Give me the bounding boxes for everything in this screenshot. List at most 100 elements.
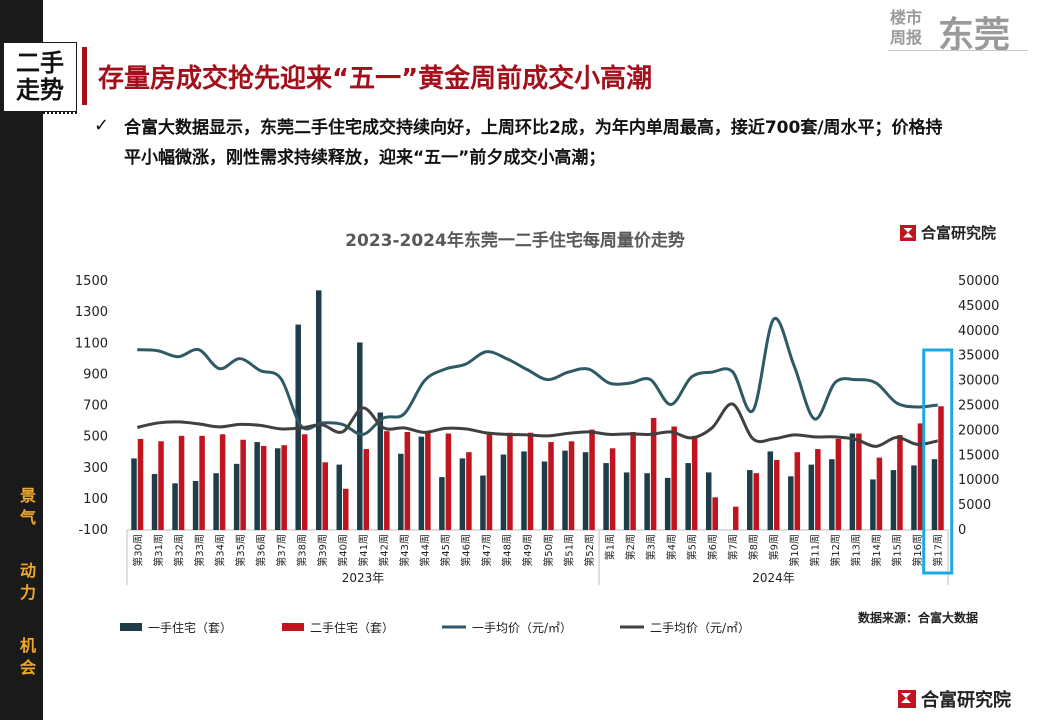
x-tick-label: 第41周 — [357, 534, 370, 567]
bar-second-home — [732, 506, 739, 530]
bar-new-home — [131, 458, 137, 530]
y-left-tick-label: 700 — [83, 399, 108, 414]
chart-logo: 合富研究院 — [900, 222, 996, 243]
x-tick-label: 第44周 — [419, 534, 432, 567]
y-right-tick-label: 25000 — [958, 399, 999, 414]
bar-second-home — [917, 423, 924, 530]
y-left-tick-label: 1500 — [75, 274, 108, 289]
side-word-jihui: 机会 — [17, 637, 36, 681]
bar-new-home — [582, 452, 589, 530]
y-left-tick-label: 500 — [83, 430, 108, 445]
bar-second-home — [260, 445, 267, 530]
bar-second-home — [835, 438, 842, 530]
x-tick-label: 第34周 — [213, 534, 226, 567]
x-tick-label: 第9周 — [768, 534, 781, 560]
bar-second-home — [425, 432, 431, 530]
left-sidebar — [0, 0, 43, 720]
x-tick-label: 第43周 — [398, 534, 411, 567]
x-tick-label: 第3周 — [644, 534, 657, 560]
bar-new-home — [459, 458, 466, 530]
badge-divider — [3, 112, 77, 116]
x-tick-label: 第12周 — [829, 534, 842, 567]
bar-second-home — [691, 435, 698, 530]
x-tick-label: 第14周 — [870, 534, 883, 567]
bar-second-home — [363, 449, 370, 530]
x-tick-label: 第38周 — [295, 534, 308, 567]
legend-label: 一手均价（元/㎡） — [472, 621, 572, 635]
hefu-footer-logo-icon — [898, 690, 916, 708]
bar-new-home — [705, 472, 712, 530]
x-tick-label: 第1周 — [603, 534, 616, 560]
x-tick-label: 第52周 — [583, 534, 596, 567]
x-tick-label: 第4周 — [665, 534, 678, 560]
bar-new-home — [398, 453, 404, 530]
x-tick-label: 第51周 — [562, 534, 575, 567]
y-left-tick-label: 1300 — [75, 305, 108, 320]
chart-title: 2023-2024年东莞一二手住宅每周量价走势 — [345, 231, 685, 251]
x-tick-label: 第32周 — [172, 534, 185, 567]
bar-new-home — [500, 454, 507, 530]
bar-second-home — [671, 426, 677, 530]
bar-second-home — [794, 452, 801, 530]
bar-second-home — [548, 442, 554, 530]
x-tick-label: 第6周 — [706, 534, 719, 560]
footer-logo: 合富研究院 — [898, 686, 1011, 712]
bar-second-home — [301, 434, 308, 530]
bar-second-home — [219, 434, 226, 530]
bar-new-home — [192, 480, 199, 530]
x-tick-label: 第8周 — [747, 534, 760, 560]
bar-new-home — [623, 472, 630, 530]
highlight-box — [922, 348, 954, 575]
legend-label: 一手住宅（套） — [148, 620, 232, 635]
x-tick-label: 第30周 — [131, 534, 144, 567]
summary-text: 合富大数据显示，东莞二手住宅成交持续向好，上周环比2成，为年内单周最高，接近70… — [124, 118, 943, 168]
y-left-tick-label: 900 — [83, 367, 108, 382]
bar-new-home — [172, 483, 178, 530]
bar-second-home — [856, 433, 862, 530]
x-group-label: 2023年 — [342, 571, 385, 585]
line-second-home-price — [136, 402, 939, 448]
hefu-logo-icon — [900, 224, 916, 241]
bar-second-home — [343, 488, 349, 530]
bar-new-home — [274, 448, 281, 530]
x-tick-label: 第49周 — [521, 534, 534, 567]
bar-second-home — [897, 435, 903, 530]
x-tick-label: 第33周 — [193, 534, 206, 567]
x-tick-label: 第5周 — [685, 534, 698, 560]
y-left-tick-label: 300 — [83, 461, 108, 476]
bar-second-home — [507, 432, 513, 530]
x-tick-label: 第50周 — [542, 534, 555, 567]
y-right-tick-label: 10000 — [958, 473, 999, 488]
bar-second-home — [527, 432, 534, 530]
bar-new-home — [890, 470, 897, 530]
bar-new-home — [562, 450, 568, 530]
bar-second-home — [774, 459, 780, 530]
brand-city: 东莞 — [938, 15, 1011, 56]
bar-second-home — [445, 433, 452, 530]
bar-new-home — [480, 475, 486, 530]
bar-new-home — [151, 473, 158, 530]
side-word-jingqi: 景气 — [17, 487, 36, 531]
y-left-tick-label: 100 — [83, 492, 108, 507]
bar-new-home — [315, 290, 322, 530]
bar-second-home — [178, 435, 185, 530]
x-tick-label: 第40周 — [337, 534, 350, 567]
y-right-tick-label: 0 — [958, 523, 966, 538]
bar-new-home — [849, 433, 856, 530]
data-source: 数据来源：合富大数据 — [858, 611, 979, 625]
x-tick-label: 第13周 — [850, 534, 863, 567]
x-tick-label: 第31周 — [152, 534, 165, 567]
x-tick-label: 第17周 — [932, 534, 945, 567]
legend-swatch — [120, 623, 142, 631]
y-left-tick-label: -100 — [78, 523, 108, 538]
footer-logo-text: 合富研究院 — [921, 690, 1011, 711]
section-badge-text: 二手走势 — [16, 49, 64, 104]
y-right-tick-label: 30000 — [958, 374, 999, 389]
bar-new-home — [336, 464, 343, 530]
x-tick-label: 第45周 — [439, 534, 452, 567]
x-tick-label: 第7周 — [726, 534, 739, 560]
x-tick-label: 第47周 — [480, 534, 493, 567]
title-accent-bar — [82, 47, 87, 105]
bar-new-home — [644, 473, 650, 530]
